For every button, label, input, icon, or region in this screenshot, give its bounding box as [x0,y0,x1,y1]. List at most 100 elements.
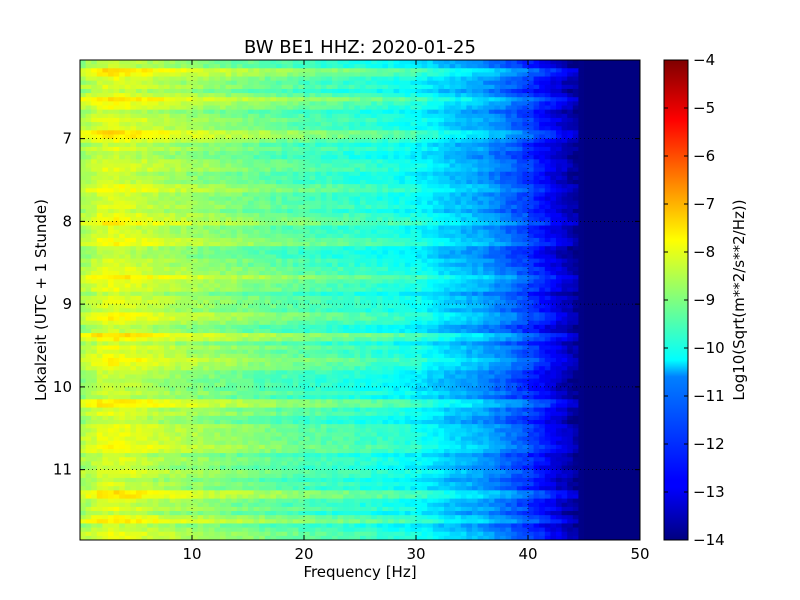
heatmap-cell [623,97,630,102]
heatmap-cell [320,254,327,260]
heatmap-cell [382,175,389,181]
heatmap-cell [152,134,159,140]
heatmap-cell [309,200,316,206]
heatmap-cell [438,109,445,115]
heatmap-cell [264,237,271,243]
heatmap-cell [220,142,227,148]
heatmap-cell [337,138,344,144]
heatmap-cell [108,113,115,119]
heatmap-cell [634,101,640,107]
heatmap-cell [264,113,271,119]
heatmap-cell [466,204,473,210]
heatmap-cell [287,204,294,210]
heatmap-cell [124,237,131,243]
heatmap-cell [477,208,484,214]
heatmap-cell [91,233,98,239]
heatmap-cell [528,233,535,239]
heatmap-cell [292,126,299,131]
heatmap-cell [96,233,103,239]
heatmap-cell [298,88,305,94]
heatmap-cell [220,262,227,268]
heatmap-cell [427,60,434,65]
heatmap-cell [578,184,585,189]
heatmap-cell [214,134,221,140]
heatmap-cell [147,101,154,107]
heatmap-cell [589,155,596,160]
heatmap-cell [164,134,171,140]
heatmap-cell [393,225,400,231]
heatmap-cell [287,130,294,136]
heatmap-cell [438,72,445,78]
heatmap-cell [136,213,143,218]
heatmap-cell [561,167,568,173]
heatmap-cell [298,242,305,247]
heatmap-cell [466,192,473,198]
heatmap-cell [572,146,579,152]
heatmap-cell [281,180,288,185]
heatmap-cell [130,122,137,127]
heatmap-cell [242,97,249,102]
heatmap-cell [180,64,187,69]
heatmap-cell [595,200,602,206]
heatmap-cell [539,126,546,131]
heatmap-cell [511,122,518,127]
heatmap-cell [488,184,495,189]
heatmap-cell [113,84,120,90]
heatmap-cell [399,60,406,65]
heatmap-cell [410,233,417,239]
heatmap-cell [304,233,311,239]
heatmap-cell [332,130,339,136]
heatmap-cell [500,159,507,165]
heatmap-cell [572,237,579,243]
heatmap-cell [505,246,512,251]
heatmap-cell [348,159,355,165]
heatmap-cell [119,163,126,169]
heatmap-cell [584,68,591,74]
heatmap-cell [225,146,232,152]
heatmap-cell [113,237,120,243]
heatmap-cell [500,130,507,136]
heatmap-cell [304,167,311,173]
heatmap-cell [298,126,305,131]
heatmap-cell [270,200,277,206]
heatmap-cell [343,101,350,107]
heatmap-cell [567,101,574,107]
heatmap-cell [264,208,271,214]
heatmap-cell [180,151,187,156]
heatmap-cell [438,204,445,210]
heatmap-cell [80,101,87,107]
heatmap-cell [466,184,473,189]
heatmap-cell [276,250,283,256]
heatmap-cell [231,109,238,115]
heatmap-cell [108,221,115,227]
heatmap-cell [259,175,266,181]
heatmap-cell [388,93,395,98]
heatmap-cell [96,76,103,82]
heatmap-cell [248,229,255,235]
heatmap-cell [572,101,579,107]
heatmap-cell [141,72,148,78]
heatmap-cell [567,262,574,268]
heatmap-cell [164,167,171,173]
heatmap-cell [309,76,316,82]
heatmap-cell [466,146,473,152]
heatmap-cell [600,171,607,177]
heatmap-cell [617,126,624,131]
heatmap-cell [225,163,232,169]
heatmap-cell [354,250,361,256]
heatmap-cell [404,126,411,131]
heatmap-cell [388,250,395,256]
heatmap-cell [393,97,400,102]
heatmap-cell [427,72,434,78]
heatmap-cell [220,237,227,243]
heatmap-cell [80,60,87,65]
heatmap-cell [304,134,311,140]
heatmap-cell [511,138,518,144]
heatmap-cell [505,117,512,123]
heatmap-cell [388,180,395,185]
heatmap-cell [444,146,451,152]
heatmap-cell [169,237,176,243]
heatmap-cell [360,134,367,140]
heatmap-cell [158,208,165,214]
heatmap-cell [561,60,568,65]
